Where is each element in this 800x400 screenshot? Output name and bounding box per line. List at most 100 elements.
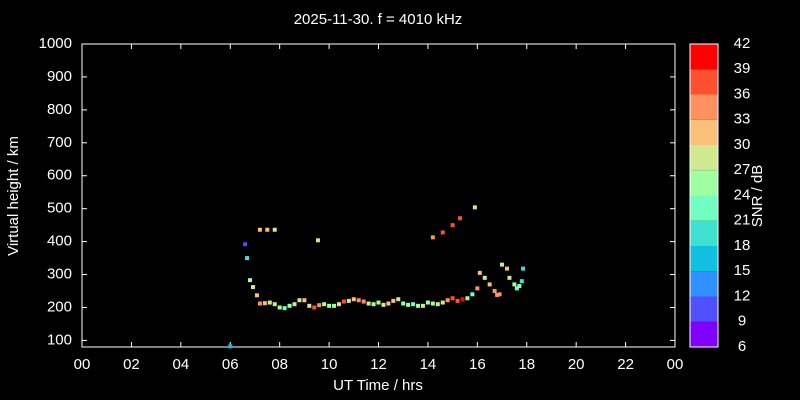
data-point xyxy=(243,242,248,247)
colorbar-tick-label: 12 xyxy=(734,287,751,304)
x-tick-label: 12 xyxy=(370,356,387,373)
colorbar-bin xyxy=(690,119,718,145)
data-point xyxy=(381,302,386,307)
data-point xyxy=(458,216,463,221)
data-point xyxy=(460,297,465,302)
data-point xyxy=(420,303,425,308)
colorbar-tick-label: 6 xyxy=(738,338,746,355)
x-tick-label: 00 xyxy=(74,356,91,373)
data-point xyxy=(504,266,509,271)
data-point xyxy=(371,302,376,307)
data-point xyxy=(228,344,233,349)
data-point xyxy=(401,301,406,306)
x-tick-label: 16 xyxy=(469,356,486,373)
x-tick-label: 14 xyxy=(420,356,437,373)
data-point xyxy=(254,293,259,298)
data-point xyxy=(248,278,253,283)
colorbar-tick-label: 18 xyxy=(734,237,751,254)
y-tick-label: 100 xyxy=(47,331,72,348)
data-point xyxy=(287,303,292,308)
colorbar-tick-label: 21 xyxy=(734,212,751,229)
data-point xyxy=(307,303,312,308)
colorbar-bin xyxy=(690,296,718,322)
y-tick-label: 300 xyxy=(47,266,72,283)
x-tick-label: 04 xyxy=(172,356,189,373)
chart-title: 2025-11-30. f = 4010 kHz xyxy=(294,11,463,28)
colorbar-tick-label: 9 xyxy=(738,313,746,330)
data-point xyxy=(336,302,341,307)
y-tick-label: 600 xyxy=(47,167,72,184)
y-tick-label: 200 xyxy=(47,298,72,315)
colorbar-bin xyxy=(690,271,718,297)
data-point xyxy=(322,302,327,307)
data-point xyxy=(512,282,517,287)
data-point xyxy=(406,302,411,307)
colorbar-tick-label: 15 xyxy=(734,262,751,279)
colorbar-tick-label: 30 xyxy=(734,136,751,153)
data-point xyxy=(297,298,302,303)
y-tick-label: 1000 xyxy=(39,35,72,52)
data-point xyxy=(341,299,346,304)
colorbar-bin xyxy=(690,195,718,221)
x-tick-label: 10 xyxy=(321,356,338,373)
x-tick-label: 22 xyxy=(617,356,634,373)
colorbar-bin xyxy=(690,246,718,272)
data-point xyxy=(445,298,450,303)
data-point xyxy=(376,300,381,305)
data-point xyxy=(292,302,297,307)
data-point xyxy=(430,235,435,240)
colorbar-bin xyxy=(690,44,718,70)
data-point xyxy=(396,297,401,302)
data-point xyxy=(455,298,460,303)
data-point xyxy=(332,303,337,308)
data-point xyxy=(267,300,272,305)
data-point xyxy=(517,284,522,289)
x-axis-label: UT Time / hrs xyxy=(333,377,423,394)
colorbar-frame xyxy=(689,43,719,348)
data-point xyxy=(315,238,320,243)
x-tick-label: 06 xyxy=(222,356,239,373)
colorbar-bin xyxy=(690,220,718,246)
data-point xyxy=(514,286,519,291)
data-point xyxy=(245,256,250,261)
data-point xyxy=(302,298,307,303)
data-point xyxy=(312,305,317,310)
data-point xyxy=(262,301,267,306)
data-point xyxy=(465,296,470,301)
data-point xyxy=(346,298,351,303)
data-point xyxy=(472,205,477,210)
data-point xyxy=(386,301,391,306)
data-point xyxy=(495,292,500,297)
colorbar-bin xyxy=(690,170,718,196)
data-point xyxy=(327,303,332,308)
colorbar-bin xyxy=(690,69,718,95)
x-tick-label: 02 xyxy=(123,356,140,373)
data-point xyxy=(250,285,255,290)
data-point xyxy=(356,298,361,303)
data-point xyxy=(497,292,502,297)
data-point xyxy=(440,230,445,235)
data-point xyxy=(487,282,492,287)
data-point xyxy=(411,302,416,307)
data-point xyxy=(257,301,262,306)
data-point xyxy=(482,275,487,280)
data-point xyxy=(272,227,277,232)
data-point xyxy=(361,299,366,304)
x-tick-label: 20 xyxy=(568,356,585,373)
data-point xyxy=(272,302,277,307)
x-tick-label: 18 xyxy=(518,356,535,373)
data-point xyxy=(450,223,455,228)
data-point xyxy=(500,262,505,267)
data-point xyxy=(521,266,526,271)
data-point xyxy=(391,298,396,303)
colorbar-bin xyxy=(690,94,718,120)
y-axis-label: Virtual height / km xyxy=(5,136,22,256)
x-tick-label: 08 xyxy=(271,356,288,373)
data-point xyxy=(317,303,322,308)
colorbar-tick-label: 27 xyxy=(734,161,751,178)
colorbar-bin xyxy=(690,321,718,347)
colorbar-tick-label: 39 xyxy=(734,60,751,77)
